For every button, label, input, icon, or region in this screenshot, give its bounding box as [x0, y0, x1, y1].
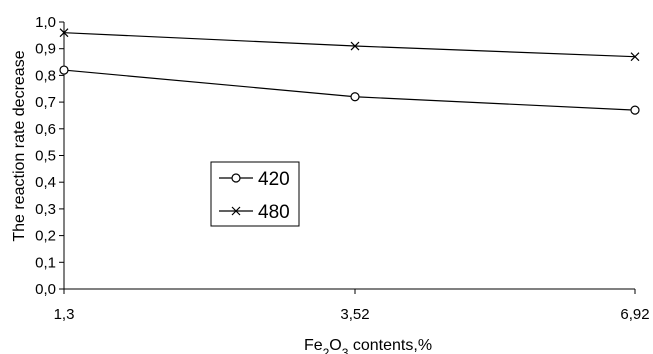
y-tick-label: 0,9 — [35, 41, 56, 58]
x-axis-title: Fe2O3 contents,% — [304, 337, 432, 354]
legend-box — [210, 161, 300, 227]
y-tick-label: 0,6 — [35, 121, 56, 138]
legend-marker-circle — [231, 173, 241, 183]
y-tick-label: 0,2 — [35, 228, 56, 245]
series-layer — [59, 28, 640, 115]
y-tick-label: 0,8 — [35, 67, 56, 84]
data-point-480 — [630, 52, 640, 62]
y-tick-label: 0,3 — [35, 201, 56, 218]
data-point-420 — [59, 65, 69, 75]
legend: 420 480 — [210, 161, 300, 227]
legend-label-480: 480 — [258, 202, 290, 223]
y-tick-label: 0,0 — [35, 281, 56, 298]
data-point-480 — [59, 28, 69, 38]
series-line-480 — [63, 32, 636, 58]
x-tick-label: 1,3 — [54, 306, 75, 323]
data-point-420 — [630, 105, 640, 115]
x-axis-ticks: 1,3 3,52 6,92 — [54, 289, 650, 323]
data-point-480 — [350, 41, 360, 51]
legend-label-420: 420 — [258, 169, 290, 190]
x-tick-label: 6,92 — [620, 306, 649, 323]
y-tick-label: 1,0 — [35, 14, 56, 31]
data-point-420 — [350, 92, 360, 102]
y-tick-label: 0,7 — [35, 94, 56, 111]
y-tick-label: 0,4 — [35, 174, 56, 191]
series-line-420 — [63, 69, 636, 111]
y-axis-title: The reaction rate decrease — [11, 50, 28, 241]
y-axis-ticks: 0,0 0,1 0,2 0,3 0,4 0,5 0,6 0,7 0,8 0,9 1,0 — [35, 14, 64, 298]
y-tick-label: 0,5 — [35, 148, 56, 165]
x-tick-label: 3,52 — [340, 306, 369, 323]
legend-marker-x — [231, 206, 241, 216]
y-tick-label: 0,1 — [35, 254, 56, 271]
